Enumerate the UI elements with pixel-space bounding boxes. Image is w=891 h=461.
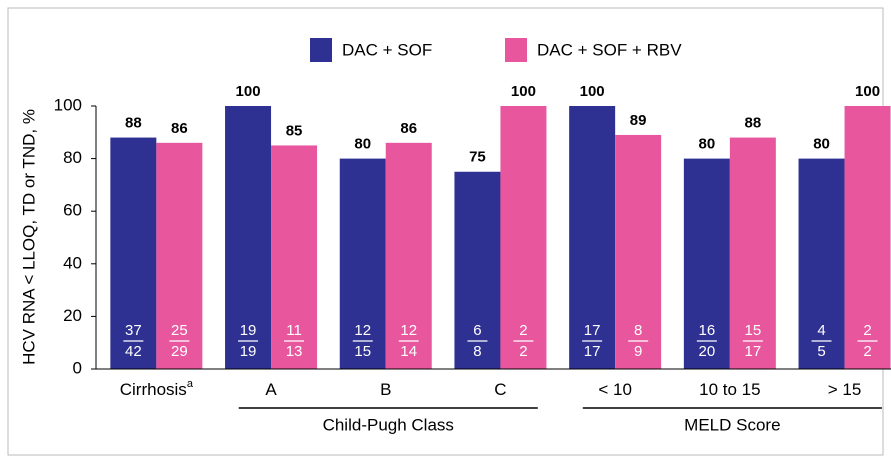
fraction-numerator: 11	[286, 322, 302, 339]
fraction-denominator: 17	[584, 343, 601, 360]
x-tick-label: > 15	[828, 380, 862, 399]
bar	[110, 137, 157, 369]
bar	[225, 106, 272, 369]
fraction-numerator: 16	[699, 322, 716, 339]
fraction-denominator: 20	[699, 343, 716, 360]
bar	[271, 145, 318, 369]
fraction-numerator: 19	[240, 322, 257, 339]
fraction-numerator: 2	[519, 322, 527, 339]
value-label: 80	[813, 136, 830, 153]
x-tick-label: Cirrhosisa	[120, 378, 194, 400]
value-label: 100	[580, 83, 605, 100]
value-label: 100	[511, 83, 536, 100]
category-name: Cirrhosis	[120, 380, 187, 399]
value-label: 75	[469, 149, 486, 166]
value-label: 86	[171, 120, 188, 137]
x-tick-label: C	[494, 380, 506, 399]
bar	[156, 142, 203, 369]
fraction-denominator: 5	[817, 343, 825, 360]
fraction-denominator: 19	[240, 343, 257, 360]
x-tick-label: < 10	[598, 380, 632, 399]
y-tick-label: 60	[63, 201, 82, 220]
fraction-denominator: 9	[634, 343, 642, 360]
x-tick-label: A	[265, 380, 277, 399]
value-label: 80	[354, 136, 371, 153]
group-label: Child-Pugh Class	[323, 415, 454, 434]
x-tick-label: B	[380, 380, 391, 399]
y-tick-label: 80	[63, 148, 82, 167]
group-label: MELD Score	[684, 415, 780, 434]
fraction-numerator: 37	[125, 322, 142, 339]
bar	[454, 171, 501, 369]
legend-label: DAC + SOF	[342, 40, 432, 59]
value-label: 85	[286, 122, 303, 139]
fraction-denominator: 2	[519, 343, 527, 360]
fraction-denominator: 42	[125, 343, 142, 360]
category-name: < 10	[598, 380, 632, 399]
legend-swatch	[505, 38, 527, 62]
fraction-denominator: 2	[863, 343, 871, 360]
fraction-numerator: 2	[863, 322, 871, 339]
bar	[569, 106, 616, 369]
fraction-denominator: 8	[473, 343, 481, 360]
fraction-denominator: 29	[171, 343, 188, 360]
bar	[339, 158, 386, 369]
bar	[844, 106, 891, 369]
fraction-denominator: 15	[354, 343, 371, 360]
category-name: C	[494, 380, 506, 399]
category-name: A	[265, 380, 277, 399]
fraction-numerator: 25	[171, 322, 188, 339]
fraction-denominator: 13	[286, 343, 303, 360]
y-tick-label: 40	[63, 253, 82, 272]
x-tick-label: 10 to 15	[699, 380, 760, 399]
value-label: 80	[699, 136, 716, 153]
value-label: 100	[855, 83, 880, 100]
category-name: B	[380, 380, 391, 399]
bar	[615, 134, 662, 369]
category-name: 10 to 15	[699, 380, 760, 399]
bar	[385, 142, 432, 369]
fraction-numerator: 15	[745, 322, 762, 339]
fraction-numerator: 12	[400, 322, 417, 339]
value-label: 89	[630, 112, 647, 129]
bar	[729, 137, 776, 369]
legend-label: DAC + SOF + RBV	[537, 40, 682, 59]
y-axis-title: HCV RNA < LLOQ, TD or TND, %	[19, 109, 38, 365]
value-label: 86	[400, 120, 417, 137]
y-tick-label: 0	[73, 358, 82, 377]
value-label: 88	[745, 115, 762, 132]
bar	[500, 106, 547, 369]
fraction-denominator: 14	[400, 343, 417, 360]
bar	[683, 158, 730, 369]
fraction-numerator: 4	[817, 322, 825, 339]
fraction-numerator: 12	[354, 322, 371, 339]
superscript: a	[187, 378, 194, 390]
legend-swatch	[310, 38, 332, 62]
fraction-numerator: 8	[634, 322, 642, 339]
fraction-denominator: 17	[745, 343, 762, 360]
value-label: 100	[236, 83, 261, 100]
value-label: 88	[125, 115, 142, 132]
y-tick-label: 20	[63, 306, 82, 325]
category-name: > 15	[828, 380, 862, 399]
y-tick-label: 100	[54, 95, 82, 114]
bar	[798, 158, 845, 369]
fraction-numerator: 6	[473, 322, 481, 339]
fraction-numerator: 17	[584, 322, 601, 339]
